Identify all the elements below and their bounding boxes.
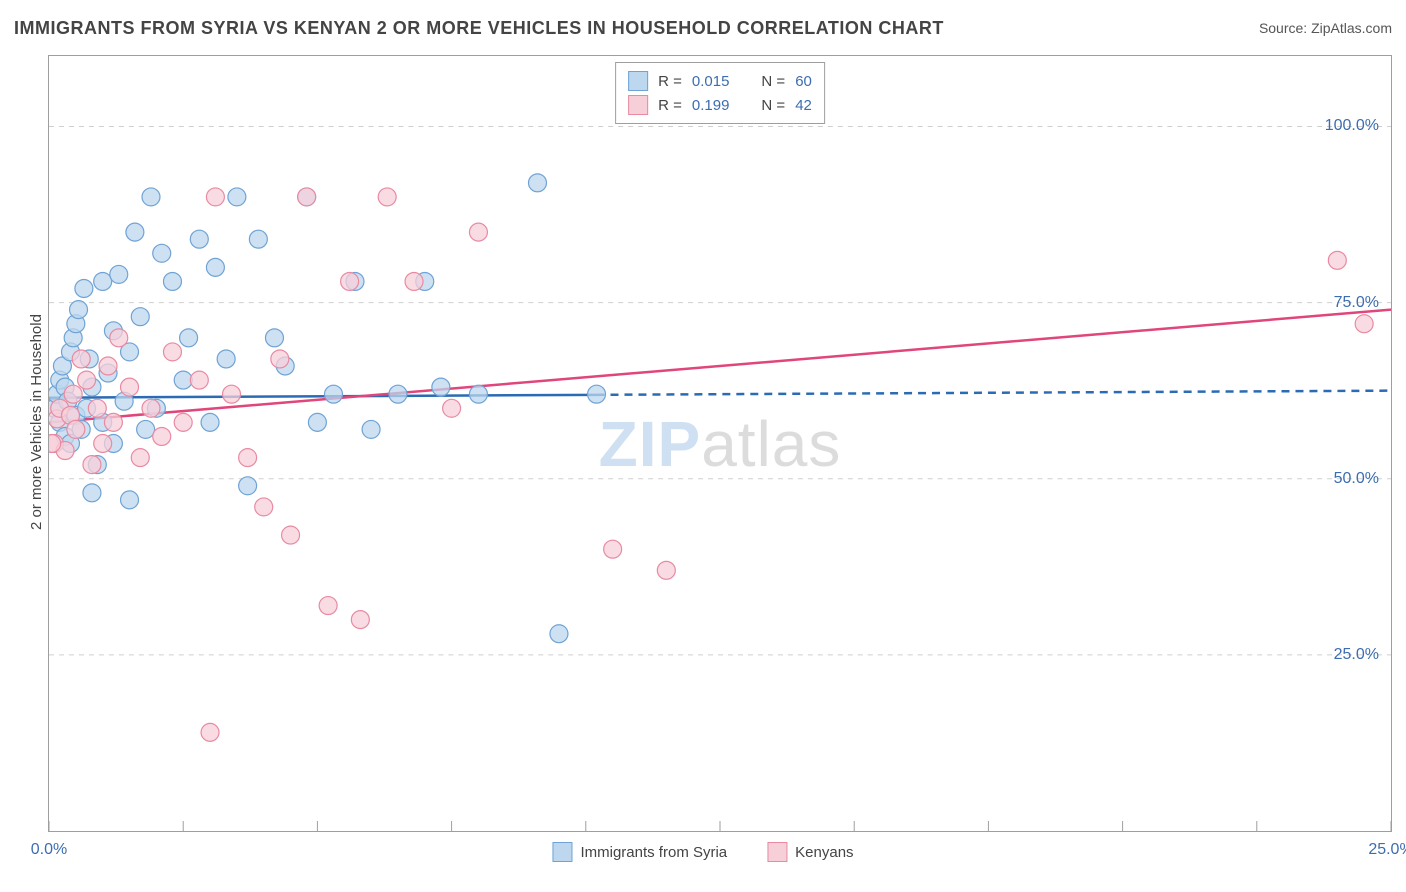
- y-axis-title: 2 or more Vehicles in Household: [28, 314, 45, 530]
- legend-row: R = 0.199 N = 42: [628, 93, 812, 117]
- y-tick-label: 100.0%: [1325, 117, 1379, 135]
- x-tick-label: 0.0%: [31, 841, 67, 859]
- legend-r-label: R =: [658, 97, 682, 114]
- correlation-legend: R = 0.015 N = 60 R = 0.199 N = 42: [615, 62, 825, 124]
- legend-swatch: [767, 842, 787, 862]
- chart-title: IMMIGRANTS FROM SYRIA VS KENYAN 2 OR MOR…: [14, 18, 944, 38]
- y-tick-label: 50.0%: [1334, 470, 1379, 488]
- legend-r-label: R =: [658, 73, 682, 90]
- series-legend: Immigrants from Syria Kenyans: [552, 842, 853, 862]
- bottom-legend-item: Immigrants from Syria: [552, 842, 727, 862]
- legend-r-value: 0.199: [692, 97, 730, 114]
- legend-n-label: N =: [761, 73, 785, 90]
- y-tick-label: 75.0%: [1334, 294, 1379, 312]
- plot-area: ZIPatlas R = 0.015N = 60R = 0.199N = 42 …: [48, 55, 1392, 832]
- legend-n-value: 42: [795, 97, 812, 114]
- legend-n-value: 60: [795, 73, 812, 90]
- bottom-legend-item: Kenyans: [767, 842, 853, 862]
- legend-r-value: 0.015: [692, 73, 730, 90]
- series-name: Kenyans: [795, 844, 853, 861]
- legend-swatch: [552, 842, 572, 862]
- scatter-svg: [49, 56, 1391, 831]
- x-tick-label: 25.0%: [1368, 841, 1406, 859]
- series-name: Immigrants from Syria: [580, 844, 727, 861]
- source-label: Source: ZipAtlas.com: [1259, 20, 1392, 36]
- y-tick-label: 25.0%: [1334, 646, 1379, 664]
- legend-swatch: [628, 71, 648, 91]
- legend-row: R = 0.015 N = 60: [628, 69, 812, 93]
- legend-swatch: [628, 95, 648, 115]
- legend-n-label: N =: [761, 97, 785, 114]
